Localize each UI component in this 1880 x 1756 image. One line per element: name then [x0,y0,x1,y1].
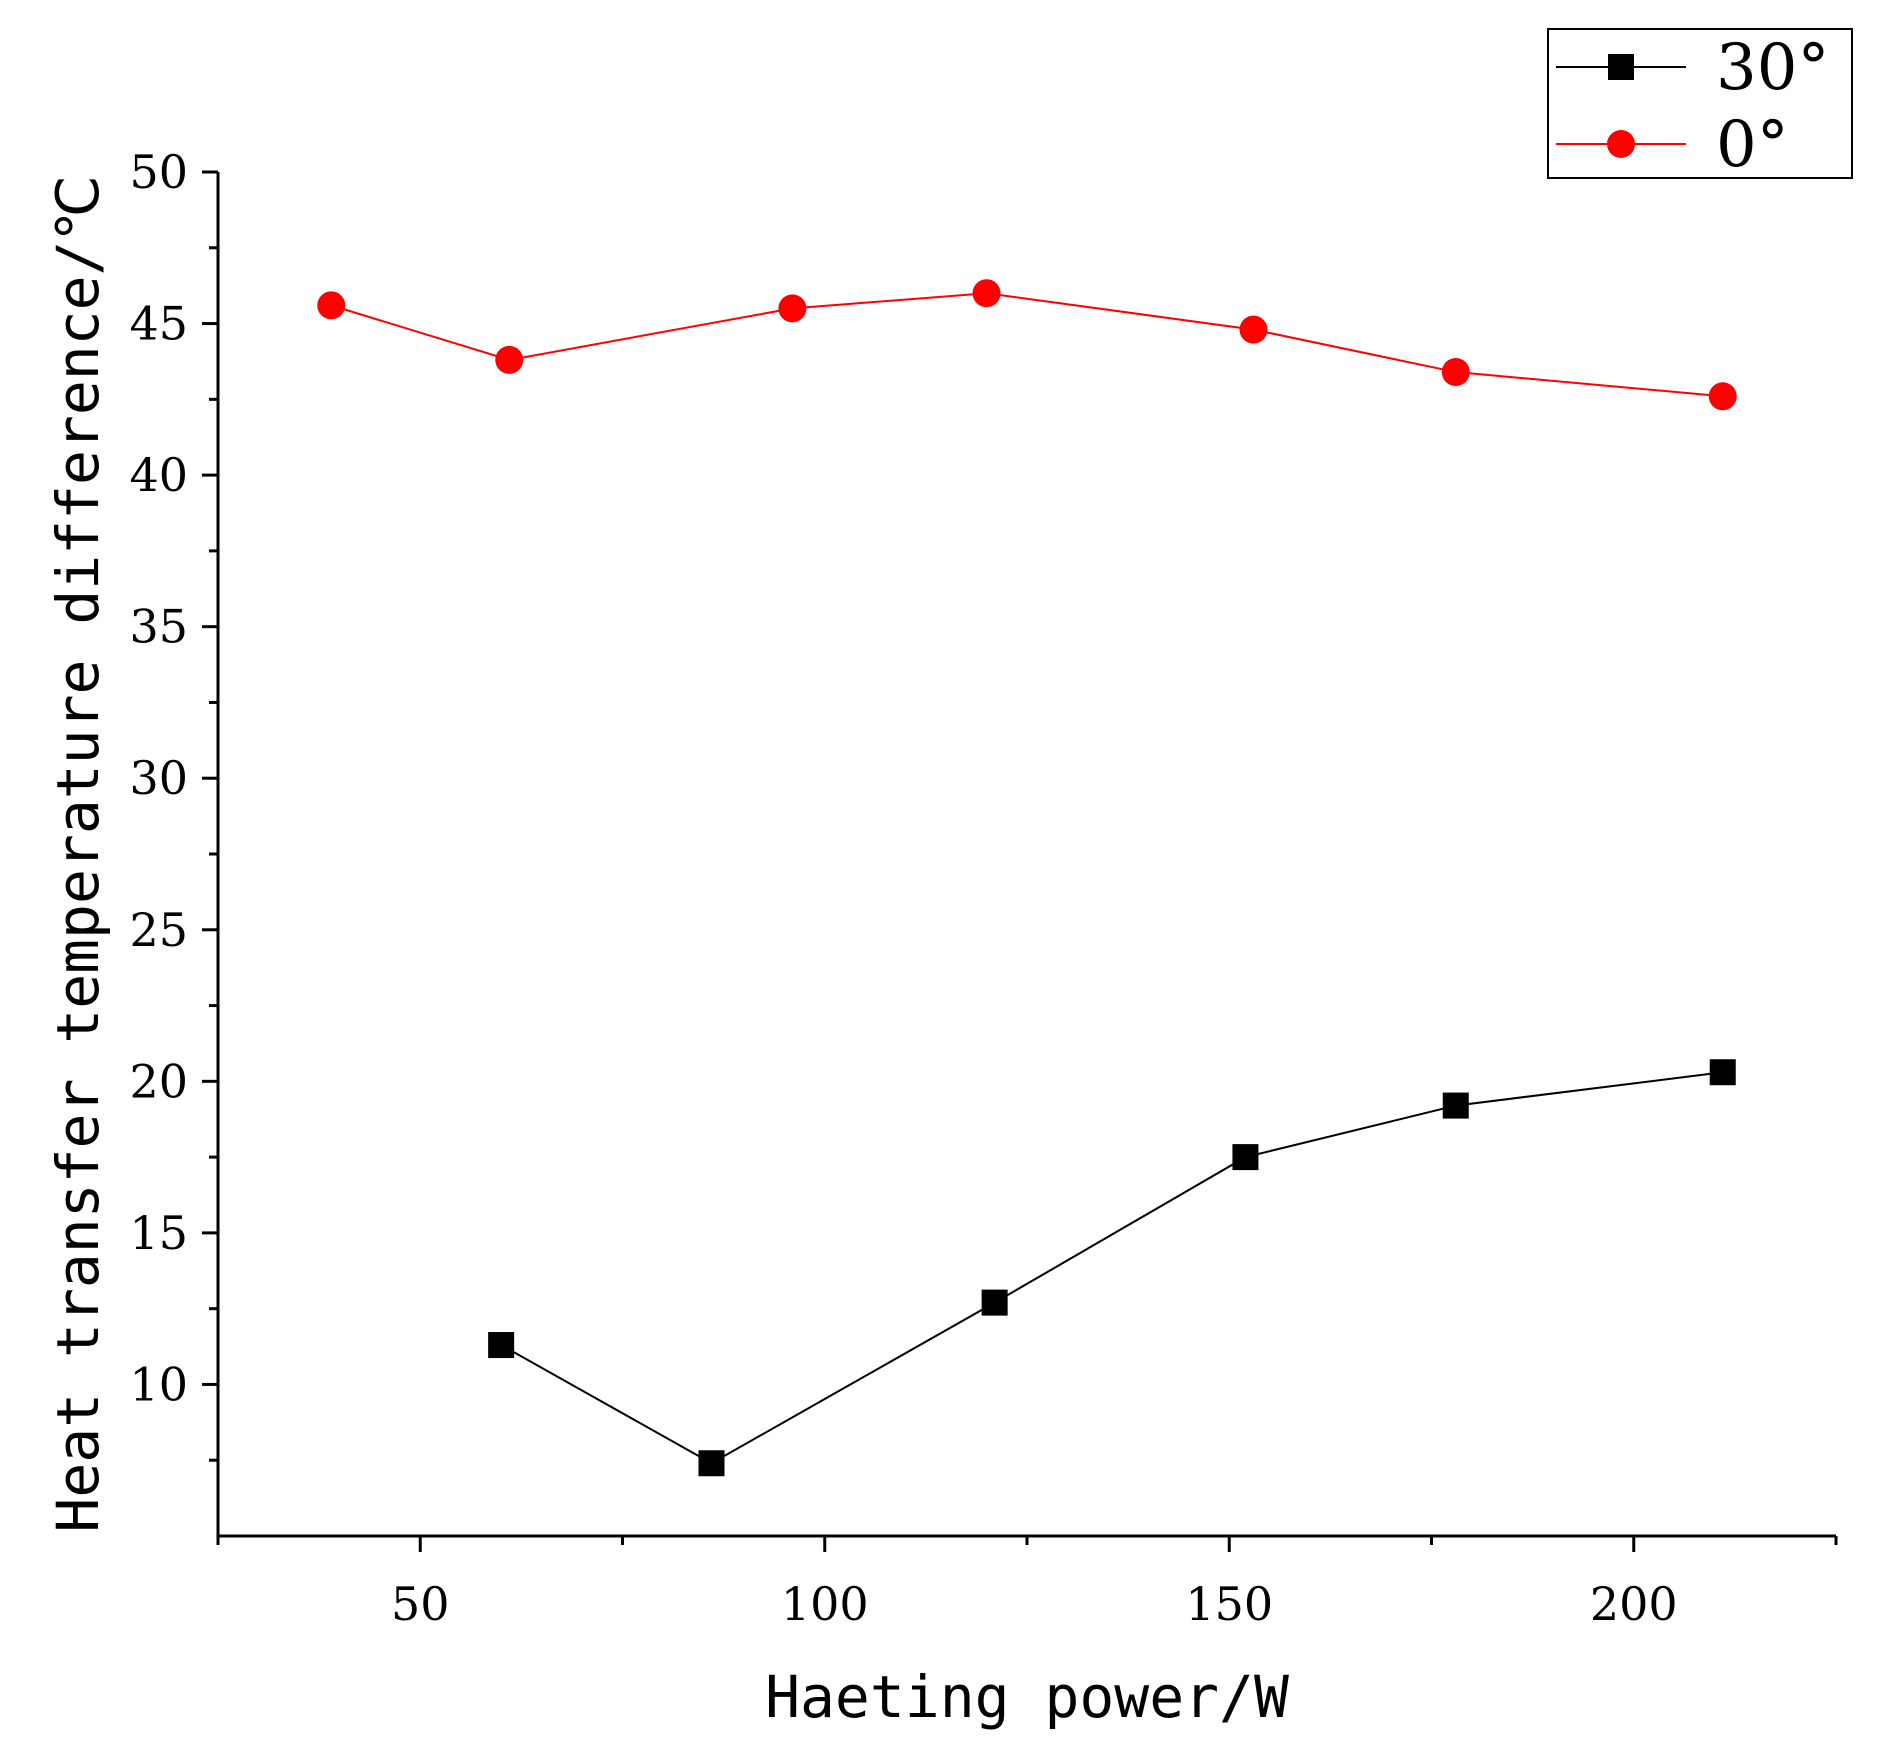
x-tick-label: 100 [781,1577,869,1631]
plot-markers [317,279,1737,1477]
legend-box [1547,28,1853,179]
data-point-0deg [972,279,1001,308]
legend-marker-square [1608,54,1634,80]
axes: 10 15 20 25 30 35 40 45 50 50 100 150 200 [129,145,1838,1631]
series-line-1 [500,1071,1723,1465]
data-point-0deg [1708,382,1737,411]
data-point-30deg [698,1450,725,1477]
x-tick-label: 150 [1185,1577,1273,1631]
x-axis-ticks: 50 100 150 200 [216,1536,1838,1631]
legend-label-2: 0° [1716,108,1789,182]
series-line-2 [330,292,1723,398]
y-tick-label: 20 [129,1054,188,1108]
legend: 30°0° [1547,28,1853,182]
data-point-30deg [488,1332,515,1359]
legend-marker-circle [1607,130,1635,158]
y-axis-ticks: 10 15 20 25 30 35 40 45 50 [129,145,218,1462]
data-point-30deg [981,1289,1008,1316]
legend-items: 30°0° [1556,31,1829,182]
y-tick-label: 45 [129,297,188,351]
y-axis-title: Heat transfer temperature difference/℃ [44,175,112,1532]
legend-label-1: 30° [1716,31,1829,105]
data-point-0deg [317,291,346,320]
data-point-30deg [1709,1059,1736,1086]
data-point-0deg [1441,358,1470,387]
y-tick-label: 15 [129,1206,188,1260]
y-tick-label: 25 [129,903,188,957]
data-point-0deg [495,345,524,374]
plot-lines [330,292,1723,1465]
data-point-0deg [778,294,807,323]
y-tick-label: 50 [129,145,188,199]
y-tick-label: 10 [129,1357,188,1411]
data-point-30deg [1442,1092,1469,1119]
y-tick-label: 35 [129,600,188,654]
x-axis-title: Haeting power/W [765,1663,1289,1731]
x-tick-label: 50 [391,1577,450,1631]
data-point-0deg [1239,315,1268,344]
y-tick-label: 30 [129,751,188,805]
y-tick-label: 40 [129,448,188,502]
x-tick-label: 200 [1590,1577,1678,1631]
data-point-30deg [1232,1144,1259,1171]
